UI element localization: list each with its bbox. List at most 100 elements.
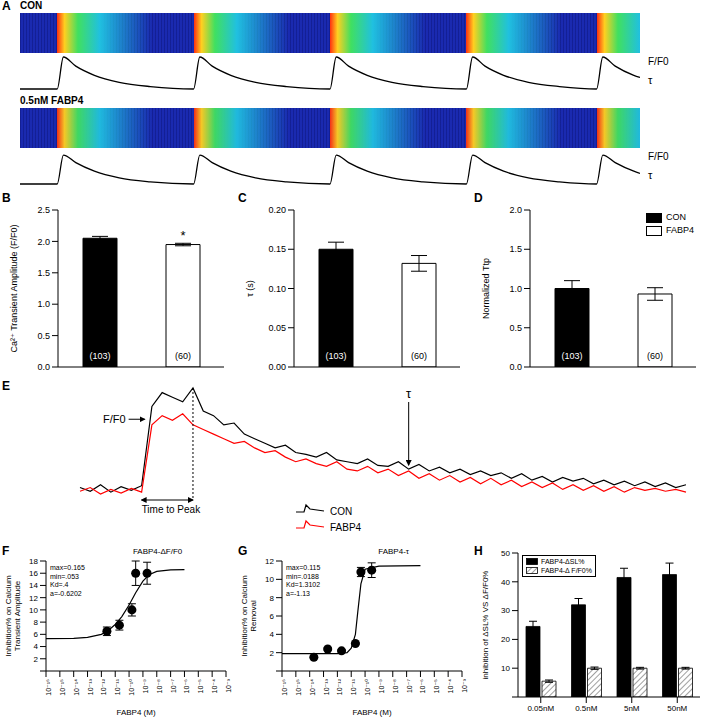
svg-text:10⁻⁵: 10⁻⁵ (197, 679, 204, 693)
svg-text:10⁻¹¹: 10⁻¹¹ (350, 678, 357, 695)
svg-text:10⁻⁴: 10⁻⁴ (211, 679, 218, 694)
svg-text:10⁻¹⁴: 10⁻¹⁴ (309, 679, 316, 696)
html-text:G: G (238, 544, 248, 558)
svg-text:(60): (60) (411, 351, 427, 361)
svg-text:10⁻¹²: 10⁻¹² (336, 678, 343, 695)
html-text:A: A (2, 0, 11, 13)
html-text:FABP4-ΔF/F0: FABP4-ΔF/F0 (132, 547, 183, 556)
svg-text:(60): (60) (175, 351, 191, 361)
html-text:CON: CON (20, 0, 43, 11)
svg-text:10⁻¹³: 10⁻¹³ (87, 678, 94, 695)
svg-text:8: 8 (34, 618, 39, 627)
svg-text:(103): (103) (561, 351, 582, 361)
html-text:C: C (238, 191, 247, 205)
svg-text:10⁻¹⁰: 10⁻¹⁰ (364, 679, 371, 696)
svg-text:40: 40 (501, 578, 510, 587)
svg-text:12: 12 (265, 557, 274, 566)
svg-text:1.5: 1.5 (509, 244, 522, 254)
svg-text:16: 16 (29, 569, 38, 578)
svg-text:Inhibition% on CalciumRemoval: Inhibition% on CalciumRemoval (240, 575, 258, 657)
html-text:F/F0: F/F0 (648, 56, 669, 67)
svg-text:10⁻⁷: 10⁻⁷ (406, 679, 413, 693)
html-text:FABP4: FABP4 (666, 225, 694, 235)
svg-text:FABP4 (M): FABP4 (M) (352, 708, 391, 717)
svg-text:2: 2 (34, 655, 39, 664)
svg-text:10: 10 (29, 606, 38, 615)
svg-text:0.00: 0.00 (268, 362, 286, 372)
svg-text:0.05nM: 0.05nM (527, 704, 554, 713)
svg-text:0.10: 0.10 (268, 284, 286, 294)
svg-text:18: 18 (29, 557, 38, 566)
svg-text:10⁻¹⁵: 10⁻¹⁵ (59, 679, 66, 696)
svg-text:10: 10 (501, 664, 510, 673)
svg-text:0.0: 0.0 (509, 362, 522, 372)
svg-text:10⁻¹⁰: 10⁻¹⁰ (128, 679, 135, 696)
html-text:CON: CON (666, 212, 686, 222)
svg-text:10⁻¹²: 10⁻¹² (100, 678, 107, 695)
svg-text:10: 10 (265, 575, 274, 584)
svg-text:0.5: 0.5 (509, 323, 522, 333)
svg-text:10⁻¹⁶: 10⁻¹⁶ (281, 679, 288, 696)
svg-text:0.05: 0.05 (268, 323, 286, 333)
svg-text:10⁻⁸: 10⁻⁸ (156, 679, 163, 693)
svg-text:14: 14 (29, 581, 38, 590)
svg-text:10⁻⁶: 10⁻⁶ (419, 679, 426, 693)
svg-text:8: 8 (270, 594, 275, 603)
svg-text:12: 12 (29, 594, 38, 603)
svg-text:10⁻⁵: 10⁻⁵ (433, 679, 440, 693)
svg-text:inhibition of ΔSL% VS ΔF/F0%: inhibition of ΔSL% VS ΔF/F0% (481, 571, 490, 680)
svg-text:10⁻¹⁵: 10⁻¹⁵ (295, 679, 302, 696)
svg-text:Inhibition% on CalciumTransien: Inhibition% on CalciumTransient Amplitud… (4, 575, 22, 657)
svg-text:10⁻¹⁴: 10⁻¹⁴ (73, 679, 80, 696)
svg-text:10⁻⁸: 10⁻⁸ (392, 679, 399, 693)
svg-text:τ (s): τ (s) (245, 280, 255, 297)
svg-text:10⁻¹¹: 10⁻¹¹ (114, 678, 121, 695)
svg-text:10⁻⁶: 10⁻⁶ (183, 679, 190, 693)
svg-text:6: 6 (34, 630, 39, 639)
svg-text:10⁻⁷: 10⁻⁷ (170, 679, 177, 693)
svg-text:Normalized Ttp: Normalized Ttp (481, 258, 491, 319)
svg-text:FABP4: FABP4 (330, 522, 362, 533)
svg-text:30: 30 (501, 606, 510, 615)
svg-text:CON: CON (330, 506, 352, 517)
svg-text:1.5: 1.5 (37, 268, 50, 278)
html-text:B: B (2, 191, 11, 205)
svg-text:6: 6 (270, 612, 275, 621)
svg-text:50: 50 (501, 549, 510, 558)
svg-text:(103): (103) (325, 351, 346, 361)
svg-text:0.20: 0.20 (268, 205, 286, 215)
svg-text:Ca²⁺ Transient Amplitude (F/F0: Ca²⁺ Transient Amplitude (F/F0) (9, 225, 19, 353)
svg-text:50nM: 50nM (667, 704, 687, 713)
svg-text:5nM: 5nM (624, 704, 640, 713)
svg-text:1.0: 1.0 (509, 284, 522, 294)
svg-text:10⁻³: 10⁻³ (461, 678, 468, 692)
svg-text:4: 4 (34, 642, 39, 651)
svg-text:20: 20 (501, 635, 510, 644)
svg-text:0.5nM: 0.5nM (575, 704, 598, 713)
html-text:F/F0: F/F0 (648, 151, 669, 162)
svg-text:10⁻¹⁶: 10⁻¹⁶ (45, 679, 52, 696)
svg-text:2.0: 2.0 (37, 237, 50, 247)
svg-text:2: 2 (270, 649, 275, 658)
svg-text:10⁻¹³: 10⁻¹³ (323, 678, 330, 695)
svg-text:10⁻⁹: 10⁻⁹ (378, 679, 385, 693)
html-text:D: D (474, 191, 483, 205)
svg-text:2.0: 2.0 (509, 205, 522, 215)
svg-text:0.0: 0.0 (37, 362, 50, 372)
svg-text:2.5: 2.5 (37, 205, 50, 215)
svg-text:Time to Peak: Time to Peak (142, 504, 202, 515)
svg-text:10⁻⁴: 10⁻⁴ (447, 679, 454, 694)
svg-text:0.5: 0.5 (37, 331, 50, 341)
svg-text:10⁻³: 10⁻³ (225, 678, 232, 692)
svg-text:4: 4 (270, 630, 275, 639)
html-text:0.5nM FABP4: 0.5nM FABP4 (20, 95, 84, 106)
svg-text:F/F0: F/F0 (103, 413, 126, 425)
svg-text:FABP4 (M): FABP4 (M) (116, 708, 155, 717)
svg-text:(103): (103) (89, 351, 110, 361)
svg-text:(60): (60) (647, 351, 663, 361)
svg-text:0.15: 0.15 (268, 244, 286, 254)
svg-text:1.0: 1.0 (37, 299, 50, 309)
svg-text:*: * (180, 228, 185, 243)
svg-text:10⁻⁹: 10⁻⁹ (142, 679, 149, 693)
svg-text:τ: τ (406, 386, 412, 401)
